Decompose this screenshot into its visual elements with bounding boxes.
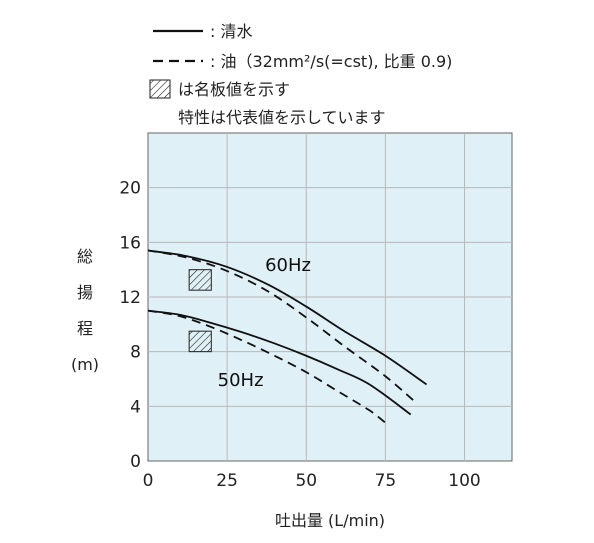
legend-dashed-label: : 油（32mm²/s(=cst), 比重 0.9) [210,52,452,71]
annotation-50hz: 50Hz [218,370,264,391]
y-tick-label: 20 [119,179,141,199]
x-tick-label: 100 [448,471,480,491]
y-axis-label-1: 総 [77,247,93,266]
y-tick-label: 12 [119,288,141,308]
x-axis-label: 吐出量 (L/min) [275,511,385,530]
x-tick-label: 0 [143,471,154,491]
y-tick-label: 4 [130,397,141,417]
legend-note: 特性は代表値を示しています [178,108,386,127]
y-tick-label: 0 [130,452,141,472]
series-60hz-dashed [147,249,418,405]
y-tick-label: 8 [130,343,141,363]
legend-hatch-label: は名板値を示す [178,80,290,99]
series-50hz-solid [147,309,412,416]
rated-box-50hz [188,330,212,353]
grid [148,133,512,461]
x-tick-label: 75 [375,471,397,491]
y-axis-label-3: 程 [77,319,93,338]
legend: : 清水 : 油（32mm²/s(=cst), 比重 0.9) は名板値を示す … [149,22,452,127]
y-tick-label: 16 [119,233,141,253]
y-axis-label-2: 揚 [77,283,93,302]
x-tick-labels: 0 25 50 75 100 [143,471,481,491]
x-tick-label: 25 [216,471,238,491]
annotations: 60Hz 50Hz [218,255,311,391]
y-tick-labels: 0 4 8 12 16 20 [119,179,141,472]
series-60hz-solid [147,249,428,386]
rated-box-60hz [188,269,212,291]
y-axis-label-4: (m) [71,355,99,374]
y-axis-label: 総 揚 程 (m) [71,247,99,374]
annotation-60hz: 60Hz [265,255,311,276]
legend-solid-label: : 清水 [210,22,252,41]
curves [147,249,428,424]
rated-point-group [188,269,212,353]
series-50hz-dashed [147,309,386,424]
x-tick-label: 50 [295,471,317,491]
legend-hatch-swatch [149,79,171,99]
